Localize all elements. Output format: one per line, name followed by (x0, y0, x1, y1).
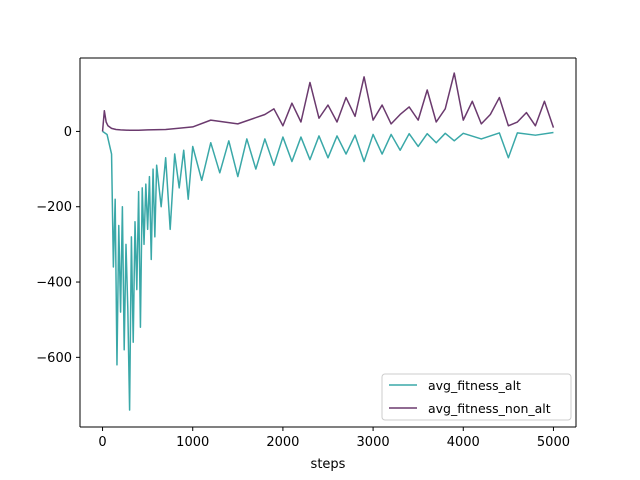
legend-label-avg-fitness-non-alt: avg_fitness_non_alt (428, 401, 551, 416)
x-tick-label: 4000 (447, 435, 480, 450)
y-tick-label: −200 (36, 200, 72, 215)
legend: avg_fitness_alt avg_fitness_non_alt (381, 373, 572, 421)
x-tick-label: 1000 (176, 435, 209, 450)
series-layer (101, 72, 555, 411)
y-tick-label: −600 (36, 351, 72, 366)
plot-area (80, 58, 576, 427)
y-ticks: −600 −400 −200 0 (36, 125, 80, 366)
x-axis-label: steps (311, 457, 346, 472)
y-tick-label: 0 (64, 125, 72, 140)
x-tick-label: 0 (98, 435, 106, 450)
legend-box (381, 373, 572, 421)
x-tick-label: 3000 (357, 435, 390, 450)
x-tick-label: 5000 (537, 435, 570, 450)
x-ticks: 0 1000 2000 3000 4000 5000 (98, 427, 570, 450)
y-tick-label: −400 (36, 276, 72, 291)
x-tick-label: 2000 (266, 435, 299, 450)
spines (79, 57, 577, 428)
series-line-avg-fitness-non-alt (101, 72, 555, 132)
axes-frame (80, 58, 576, 427)
series-line-avg-fitness-alt (102, 130, 554, 411)
legend-label-avg-fitness-alt: avg_fitness_alt (428, 378, 521, 393)
